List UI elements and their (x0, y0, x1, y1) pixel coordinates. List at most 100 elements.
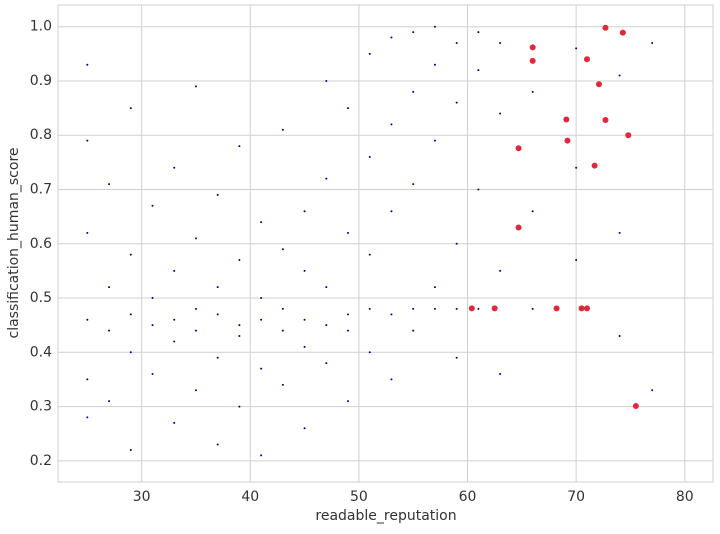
point (412, 183, 415, 186)
point (563, 116, 570, 123)
point (347, 231, 350, 234)
point (455, 101, 458, 104)
point (86, 231, 89, 234)
y-tick-label: 0.9 (30, 73, 52, 89)
point (129, 448, 132, 451)
point (390, 313, 393, 316)
point (618, 231, 621, 234)
point (412, 329, 415, 332)
point (433, 286, 436, 289)
point (515, 145, 522, 152)
point (347, 400, 350, 403)
point (238, 335, 241, 338)
point (433, 139, 436, 142)
point (173, 421, 176, 424)
point (194, 329, 197, 332)
y-tick-label: 0.8 (30, 127, 52, 143)
point (86, 318, 89, 321)
point (281, 383, 284, 386)
x-tick-label: 70 (567, 489, 585, 505)
point (412, 90, 415, 93)
y-tick-label: 0.3 (30, 399, 52, 415)
point (260, 367, 263, 370)
point (499, 41, 502, 44)
point (194, 85, 197, 88)
point (281, 307, 284, 310)
y-tick-label: 0.7 (30, 182, 52, 198)
point (325, 362, 328, 365)
point (151, 297, 154, 300)
y-tick-label: 0.5 (30, 290, 52, 306)
point (281, 248, 284, 251)
point (651, 389, 654, 392)
point (108, 183, 111, 186)
point (281, 128, 284, 131)
point (108, 400, 111, 403)
point (151, 204, 154, 207)
point (531, 90, 534, 93)
point (216, 286, 219, 289)
point (173, 318, 176, 321)
x-tick-label: 40 (241, 489, 259, 505)
point (303, 269, 306, 272)
point (499, 373, 502, 376)
point (553, 305, 560, 312)
point (575, 259, 578, 262)
point (325, 79, 328, 82)
point (260, 297, 263, 300)
y-tick-label: 0.2 (30, 453, 52, 469)
point (632, 403, 639, 410)
point (515, 224, 522, 231)
point (347, 313, 350, 316)
point (303, 345, 306, 348)
point (477, 307, 480, 310)
point (86, 63, 89, 66)
point (281, 329, 284, 332)
point (455, 41, 458, 44)
y-tick-label: 0.6 (30, 236, 52, 252)
y-tick-label: 1.0 (30, 19, 52, 35)
point (194, 307, 197, 310)
point (216, 193, 219, 196)
point (86, 416, 89, 419)
point (625, 132, 632, 139)
point (651, 41, 654, 44)
point (468, 305, 475, 312)
point (368, 155, 371, 158)
point (591, 162, 598, 169)
point (529, 57, 536, 64)
point (433, 63, 436, 66)
point (390, 123, 393, 126)
point (86, 378, 89, 381)
x-tick-label: 80 (676, 489, 694, 505)
point (238, 259, 241, 262)
point (173, 166, 176, 169)
point (108, 329, 111, 332)
point (433, 25, 436, 28)
point (238, 405, 241, 408)
point (151, 373, 154, 376)
point (455, 356, 458, 359)
point (619, 29, 626, 36)
point (260, 318, 263, 321)
point (173, 269, 176, 272)
point (529, 44, 536, 51)
point (583, 56, 590, 63)
point (433, 307, 436, 310)
point (368, 307, 371, 310)
point (602, 24, 609, 31)
point (564, 137, 571, 144)
point (347, 107, 350, 110)
point (347, 329, 350, 332)
point (129, 313, 132, 316)
point (260, 221, 263, 224)
point (238, 145, 241, 148)
point (477, 69, 480, 72)
point (129, 351, 132, 354)
point (368, 253, 371, 256)
point (531, 307, 534, 310)
point (303, 427, 306, 430)
point (86, 139, 89, 142)
point (368, 351, 371, 354)
